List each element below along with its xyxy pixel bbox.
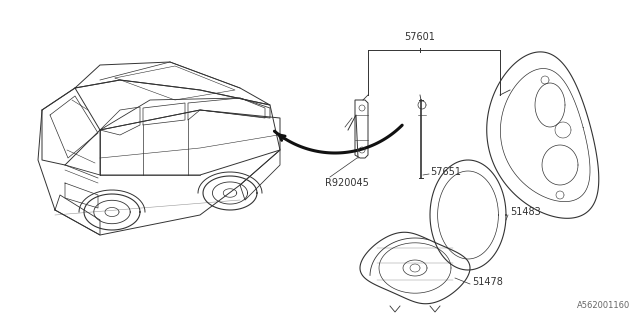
Text: 51483: 51483	[510, 207, 541, 217]
Text: 57601: 57601	[404, 32, 435, 42]
Text: 51478: 51478	[472, 277, 503, 287]
Polygon shape	[355, 100, 368, 158]
Polygon shape	[360, 232, 470, 304]
Text: A562001160: A562001160	[577, 301, 630, 310]
Text: R920045: R920045	[325, 178, 369, 188]
Text: 57651: 57651	[430, 167, 461, 177]
Polygon shape	[487, 52, 599, 218]
